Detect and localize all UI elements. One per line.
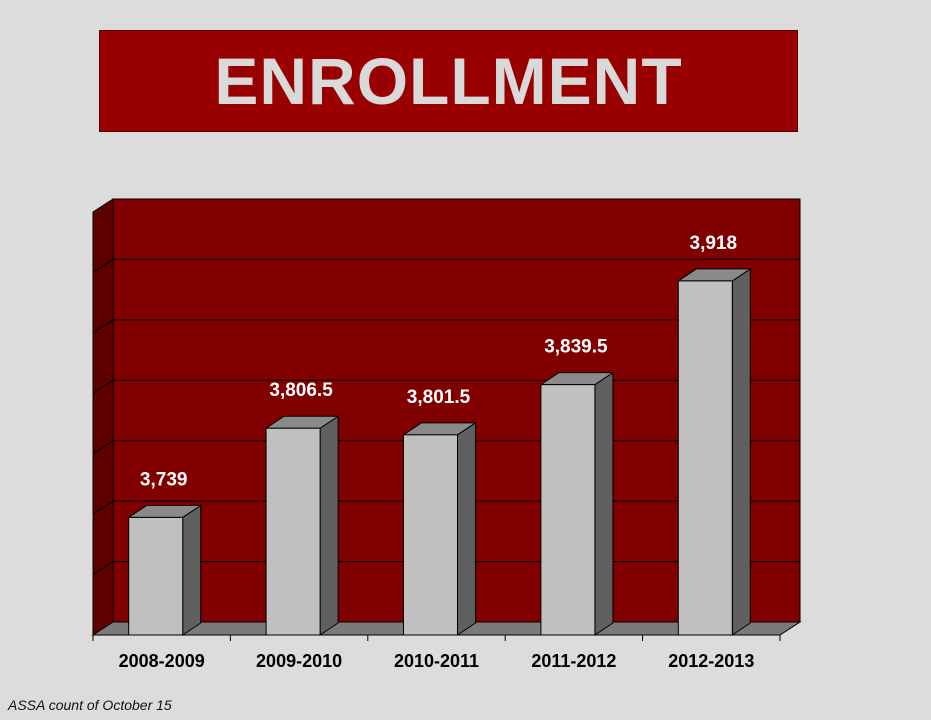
chart-title: ENROLLMENT bbox=[214, 44, 683, 118]
bar-side-face bbox=[731, 267, 751, 636]
bar bbox=[540, 384, 596, 636]
x-tick-label: 2011-2012 bbox=[531, 651, 616, 671]
bar bbox=[677, 280, 733, 636]
data-label: 3,806.5 bbox=[269, 380, 333, 401]
bar-side-face bbox=[457, 421, 476, 636]
title-banner: ENROLLMENT bbox=[99, 30, 798, 132]
data-label: 3,918 bbox=[690, 233, 738, 254]
bar-side-face bbox=[594, 371, 614, 636]
x-tick-label: 2009-2010 bbox=[256, 651, 342, 671]
bar bbox=[403, 434, 458, 636]
plot-side-wall bbox=[92, 198, 114, 636]
x-tick-label: 2010-2011 bbox=[394, 651, 479, 671]
bar-side-face bbox=[319, 415, 339, 636]
x-tick-label: 2012-2013 bbox=[668, 651, 754, 671]
data-label: 3,739 bbox=[140, 469, 188, 490]
data-label: 3,801.5 bbox=[407, 387, 471, 408]
footnote: ASSA count of October 15 bbox=[8, 697, 172, 713]
data-label: 3,839.5 bbox=[544, 337, 608, 358]
x-tick-label: 2008-2009 bbox=[119, 651, 205, 671]
bar bbox=[128, 516, 184, 636]
bar-side-face bbox=[182, 504, 202, 636]
gridline bbox=[92, 319, 800, 334]
gridline bbox=[92, 258, 800, 273]
bar bbox=[265, 427, 321, 636]
